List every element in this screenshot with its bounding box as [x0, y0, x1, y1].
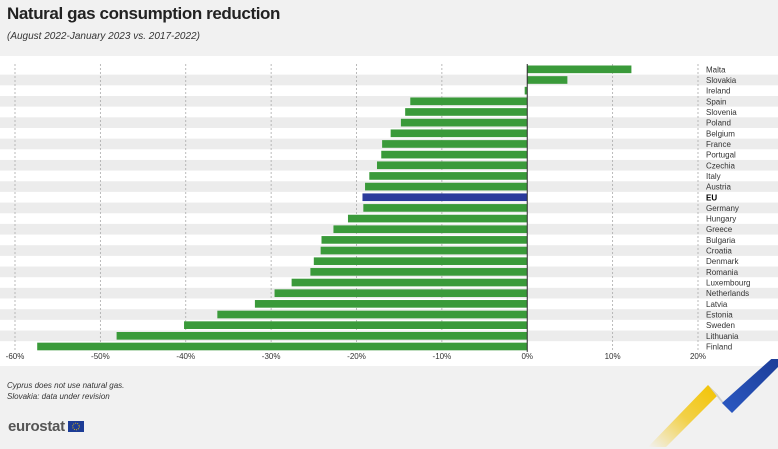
bar-luxembourg [291, 278, 528, 287]
x-tick-label: -40% [176, 352, 195, 361]
yellow-stripe [648, 385, 718, 447]
category-label: Spain [706, 97, 726, 106]
logo-text: eurostat [8, 418, 65, 435]
footnote-slovakia: Slovakia: data under revision [7, 392, 110, 401]
bar-estonia [217, 310, 528, 319]
x-tick-label: -30% [262, 352, 281, 361]
bar-denmark [313, 257, 528, 266]
category-label: Portugal [706, 151, 736, 160]
category-label: Germany [706, 204, 739, 213]
bar-italy [369, 172, 528, 180]
x-tick-label: -60% [6, 352, 25, 361]
category-label: Czechia [706, 161, 735, 170]
category-label: Estonia [706, 311, 733, 320]
chart-subtitle: (August 2022-January 2023 vs. 2017-2022) [7, 31, 200, 42]
bar-greece [333, 225, 528, 234]
bar-latvia [254, 300, 528, 308]
category-label: Croatia [706, 247, 732, 256]
blue-stripe [722, 359, 778, 413]
category-label: Lithuania [706, 332, 739, 341]
bar-austria [365, 182, 528, 191]
bar-spain [410, 97, 528, 106]
bar-bulgaria [321, 236, 528, 244]
category-label: Ireland [706, 87, 730, 96]
x-tick-label: 0% [521, 352, 533, 361]
bar-slovakia [527, 76, 568, 84]
x-tick-label: 10% [605, 352, 621, 361]
bar-germany [363, 204, 528, 212]
plot-area: Malta Slovakia Ireland Spain Slovenia Poland B… [0, 56, 778, 366]
chart-title: Natural gas consumption reduction [7, 4, 280, 23]
category-label: EU [706, 193, 717, 202]
category-label: Bulgaria [706, 236, 736, 245]
row-band [0, 74, 778, 86]
x-tick-label: -20% [347, 352, 366, 361]
x-tick-label: -50% [91, 352, 110, 361]
category-label: Denmark [706, 257, 739, 266]
bar-netherlands [274, 289, 528, 298]
category-label: France [706, 140, 731, 149]
row-band [0, 95, 778, 107]
category-label: Latvia [706, 300, 728, 309]
row-band [0, 117, 778, 128]
bar-czechia [376, 161, 528, 170]
bar-finland [37, 342, 528, 351]
bar-belgium [390, 129, 528, 138]
decorative-chevron-graphic [648, 359, 778, 447]
bar-ireland [524, 86, 528, 95]
bar-croatia [320, 246, 528, 255]
category-label: Belgium [706, 129, 735, 138]
bar-romania [310, 268, 528, 276]
category-label: Romania [706, 268, 739, 277]
category-label: Sweden [706, 321, 735, 330]
category-label: Finland [706, 342, 732, 351]
category-label: Netherlands [706, 289, 749, 298]
eu-flag-icon [67, 421, 84, 432]
category-label: Slovenia [706, 108, 737, 117]
bar-lithuania [116, 332, 528, 340]
bar-hungary [347, 214, 528, 223]
bar-eu [362, 193, 528, 202]
category-label: Italy [706, 172, 721, 181]
category-label: Greece [706, 225, 733, 234]
category-label: Malta [706, 65, 726, 74]
bar-sweden [184, 321, 528, 329]
bar-france [382, 140, 528, 148]
footnote-cyprus: Cyprus does not use natural gas. [7, 381, 125, 390]
footnotes: Cyprus does not use natural gas. Slovaki… [7, 380, 124, 402]
category-label: Slovakia [706, 76, 737, 85]
x-tick-label: -10% [433, 352, 452, 361]
category-label: Luxembourg [706, 279, 750, 288]
category-label: Austria [706, 183, 731, 192]
bar-chart: MaltaSlovakiaIrelandSpainSloveniaPolandB… [0, 64, 778, 361]
category-label: Poland [706, 119, 731, 128]
bar-slovenia [405, 108, 528, 116]
x-tick-label: 20% [690, 352, 706, 361]
bar-malta [527, 65, 632, 74]
eurostat-logo: eurostat [8, 418, 84, 435]
category-label: Hungary [706, 215, 736, 224]
bar-portugal [381, 150, 528, 159]
bar-poland [400, 118, 528, 127]
